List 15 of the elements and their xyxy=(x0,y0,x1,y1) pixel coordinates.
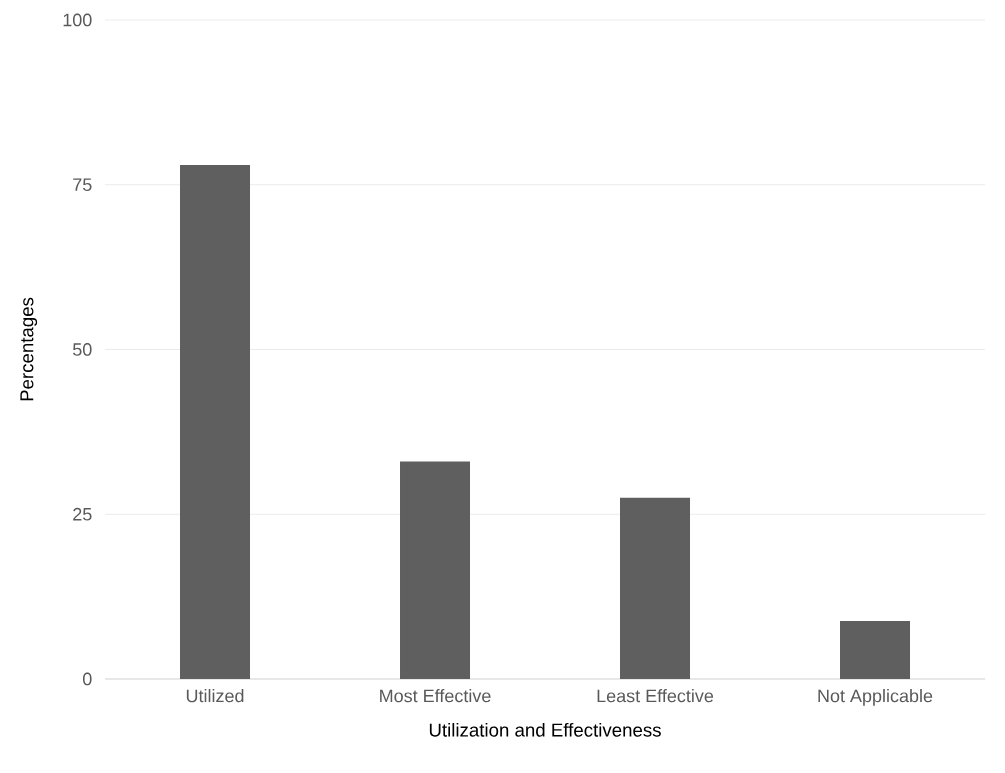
bar xyxy=(620,497,691,679)
y-tick-label: 25 xyxy=(73,507,92,521)
x-axis-title: Utilization and Effectiveness xyxy=(429,722,661,737)
bar xyxy=(180,164,251,679)
y-tick-label: 50 xyxy=(72,343,92,356)
y-tick-label: 75 xyxy=(73,178,92,192)
x-tick-label: Most Effective xyxy=(380,689,491,703)
bar xyxy=(400,461,471,679)
x-tick-label: Least Effective xyxy=(597,689,714,703)
x-tick-label: Not Applicable xyxy=(818,689,933,706)
y-axis-title: Percentages xyxy=(20,297,38,401)
bar xyxy=(840,620,911,679)
y-tick-label: 0 xyxy=(83,672,92,686)
y-tick-label: 100 xyxy=(63,13,92,27)
x-tick-label: Utilized xyxy=(186,689,244,703)
